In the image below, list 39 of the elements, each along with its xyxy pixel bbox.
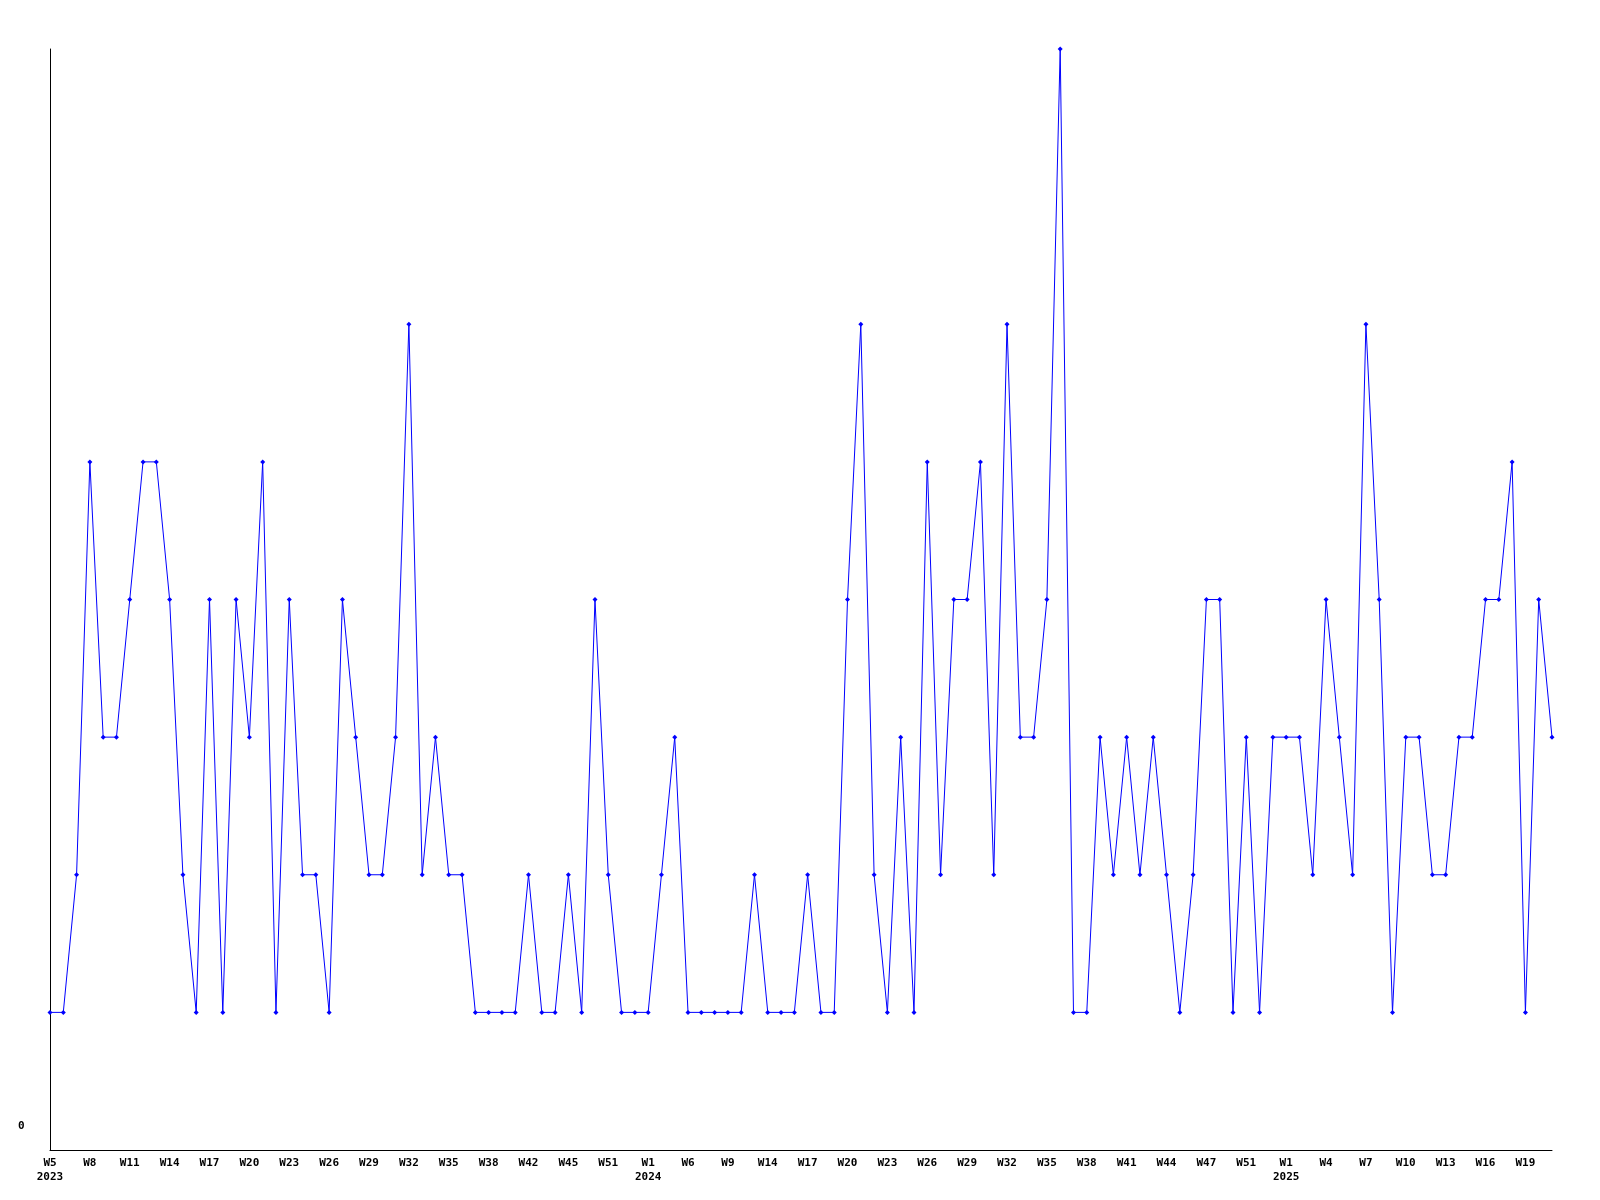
x-tick-label: W26 xyxy=(319,1155,340,1169)
x-tick-label: W8 xyxy=(83,1155,97,1169)
x-tick-label: W9 xyxy=(721,1155,735,1169)
x-tick-label: W1 2024 xyxy=(634,1155,662,1183)
x-tick-label: W44 xyxy=(1156,1155,1177,1169)
x-tick-label: W5 2023 xyxy=(36,1155,64,1183)
x-tick-label: W32 xyxy=(398,1155,419,1169)
x-tick-label: W41 xyxy=(1116,1155,1137,1169)
x-tick-label: W29 xyxy=(957,1155,978,1169)
x-tick-label: W42 xyxy=(518,1155,539,1169)
x-tick-label: W26 xyxy=(917,1155,938,1169)
x-tick-label: W23 xyxy=(877,1155,898,1169)
x-tick-label: W19 xyxy=(1515,1155,1536,1169)
x-tick-label: W13 xyxy=(1435,1155,1456,1169)
x-tick-label: W45 xyxy=(558,1155,579,1169)
x-tick-label: W29 xyxy=(359,1155,379,1169)
x-tick-label: W1 2025 xyxy=(1272,1155,1300,1183)
x-tick-label: W38 xyxy=(478,1155,499,1169)
x-tick-label: W35 xyxy=(438,1155,459,1169)
x-tick-label: W51 xyxy=(598,1155,619,1169)
text: 0 xyxy=(18,1119,25,1132)
x-tick-label: W14 xyxy=(159,1155,180,1169)
x-tick-label: W17 xyxy=(199,1155,220,1169)
x-tick-label: W51 xyxy=(1236,1155,1257,1169)
x-tick-label: W11 xyxy=(119,1155,141,1169)
x-tick-label: W32 xyxy=(997,1155,1017,1169)
x-tick-label: W47 xyxy=(1196,1155,1217,1169)
x-tick-label: W20 xyxy=(239,1155,260,1169)
x-tick-label: W38 xyxy=(1076,1155,1097,1169)
x-tick-label: W10 xyxy=(1395,1155,1416,1169)
x-tick-label: W23 xyxy=(279,1155,300,1169)
x-tick-label: W14 xyxy=(757,1155,779,1169)
x-tick-label: W6 xyxy=(681,1155,696,1169)
x-tick-label: W7 xyxy=(1359,1155,1373,1169)
x-tick-label: W20 xyxy=(837,1155,858,1169)
x-tick-label: W17 xyxy=(797,1155,818,1169)
x-tick-label: W4 xyxy=(1319,1155,1334,1169)
x-tick-label: W35 xyxy=(1036,1155,1057,1169)
x-tick-label: W16 xyxy=(1475,1155,1496,1169)
